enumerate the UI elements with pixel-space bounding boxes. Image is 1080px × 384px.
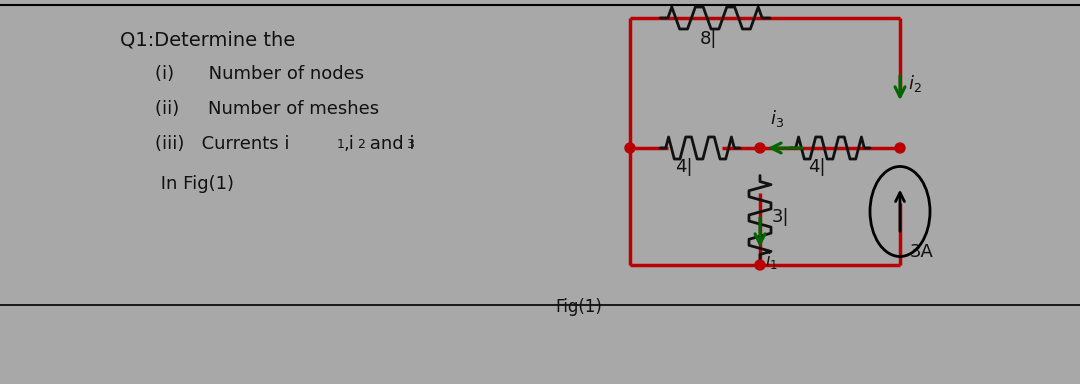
- Text: 3|: 3|: [772, 208, 789, 226]
- Circle shape: [755, 143, 765, 153]
- Circle shape: [755, 260, 765, 270]
- Text: 3A: 3A: [910, 243, 934, 261]
- Text: $i_1$: $i_1$: [765, 250, 778, 271]
- Text: 8|: 8|: [700, 30, 717, 48]
- Text: 3: 3: [406, 138, 414, 151]
- Text: In Fig(1): In Fig(1): [156, 175, 234, 193]
- Text: 1: 1: [337, 138, 345, 151]
- Text: 4|: 4|: [808, 158, 825, 176]
- Text: (i)      Number of nodes: (i) Number of nodes: [156, 65, 364, 83]
- Text: Q1:Determine the: Q1:Determine the: [120, 30, 295, 49]
- Text: $i_3$: $i_3$: [770, 108, 784, 129]
- Circle shape: [895, 143, 905, 153]
- Circle shape: [625, 143, 635, 153]
- Text: 4|: 4|: [675, 158, 692, 176]
- Text: (ii)     Number of meshes: (ii) Number of meshes: [156, 100, 379, 118]
- Text: Fig(1): Fig(1): [555, 298, 602, 316]
- Text: 2: 2: [357, 138, 365, 151]
- Text: (iii)   Currents i: (iii) Currents i: [156, 135, 289, 153]
- Text: $i_2$: $i_2$: [908, 73, 921, 94]
- Text: ,i: ,i: [345, 135, 355, 153]
- Text: and i: and i: [364, 135, 415, 153]
